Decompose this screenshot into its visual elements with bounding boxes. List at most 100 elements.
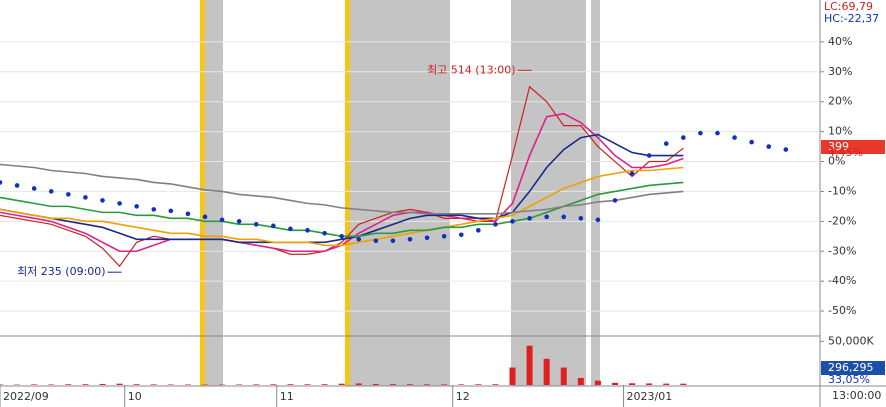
volume-bar: [594, 380, 601, 385]
period-bands: [200, 0, 600, 386]
dot: [407, 236, 413, 242]
volume-bar: [355, 383, 362, 385]
last-price: 399: [828, 140, 849, 153]
dot: [134, 204, 139, 209]
dot: [0, 180, 3, 185]
volume-bar: [629, 383, 636, 385]
volume-ratio: 33,05%: [828, 373, 870, 386]
dot: [390, 238, 396, 244]
volume-bar: [424, 384, 431, 385]
hc-label: HC:-22,37: [824, 12, 879, 25]
dot: [339, 233, 344, 239]
x-tick-label: 2022/09: [3, 390, 49, 403]
dot: [783, 147, 789, 152]
y-tick-label: -10%: [828, 184, 856, 197]
y-tick-label: -40%: [828, 274, 856, 287]
dot: [476, 228, 481, 233]
volume-bar: [612, 382, 618, 385]
volume-label: 296,295: [828, 361, 874, 374]
dot: [288, 226, 293, 232]
shade-band: [205, 0, 223, 386]
shade-band: [511, 0, 586, 386]
shade-band: [350, 0, 450, 386]
last-change: 4,45%: [828, 146, 863, 159]
dot: [253, 222, 259, 227]
volume-bar: [458, 384, 465, 385]
dot: [271, 223, 276, 229]
volume-bar: [0, 384, 3, 385]
y-tick-label: -50%: [828, 304, 856, 317]
dot: [766, 144, 772, 149]
dot: [31, 186, 37, 191]
dot: [441, 233, 447, 239]
x-tick-label: 2023/01: [627, 390, 673, 403]
dot: [732, 135, 737, 140]
volume-bar: [680, 383, 687, 385]
annotation: 최고 514 (13:00): [427, 63, 516, 76]
y-tick-label: 0%: [828, 155, 845, 168]
dot: [356, 236, 362, 242]
price-tag: [821, 140, 885, 154]
volume-bar: [304, 384, 311, 385]
dot: [424, 235, 430, 241]
volume-bar: [65, 384, 72, 385]
y-tick-label: 10%: [828, 125, 852, 138]
y-tick-label: -30%: [828, 244, 856, 257]
volume-tag: [821, 361, 885, 375]
dot: [305, 228, 310, 233]
dot: [544, 214, 549, 220]
volume-bar: [133, 384, 140, 385]
volume-bar: [543, 358, 550, 385]
dot: [510, 219, 515, 224]
dot: [493, 222, 498, 227]
volume-bar: [372, 383, 379, 385]
dot: [202, 214, 208, 220]
dot: [322, 231, 327, 236]
volume-bar: [389, 384, 396, 385]
annotation: 최저 235 (09:00): [17, 265, 106, 278]
dot: [83, 195, 88, 200]
volume-bar: [407, 384, 413, 385]
marker-band: [345, 0, 350, 386]
volume-bar: [287, 384, 294, 385]
dot: [595, 217, 601, 223]
volume-bar: [99, 383, 106, 385]
volume-bar: [184, 384, 191, 385]
y-tick-label: 30%: [828, 65, 852, 78]
series-line: [0, 85, 684, 268]
series-line: [0, 166, 684, 247]
volume-bar: [48, 384, 55, 385]
volume-bar: [577, 378, 584, 385]
lc-label: LC:69,79: [824, 0, 873, 13]
dot: [168, 208, 174, 214]
dot: [66, 192, 71, 197]
volume-bar: [526, 345, 533, 385]
dot: [219, 217, 225, 223]
dot: [48, 189, 54, 194]
dot: [100, 198, 105, 203]
x-tick-label: 11: [280, 390, 294, 403]
dot: [151, 207, 157, 212]
shade-band: [591, 0, 600, 386]
dot: [715, 130, 720, 136]
volume-bar: [492, 384, 499, 385]
volume-bar: [509, 367, 516, 385]
time-label: 13:00:00: [832, 389, 881, 402]
volume-bar: [321, 384, 328, 385]
volume-bar: [167, 384, 174, 385]
dot: [527, 216, 532, 221]
dot: [117, 201, 122, 206]
volume-bar: [663, 383, 670, 385]
volume-bar: [560, 367, 567, 385]
dot: [646, 153, 652, 158]
dot: [561, 214, 567, 220]
dot: [749, 139, 754, 145]
dot: [458, 232, 464, 238]
marker-band: [200, 0, 205, 386]
y-tick-label: -20%: [828, 214, 856, 227]
dot: [14, 183, 20, 188]
volume-bar: [475, 384, 482, 385]
dot: [578, 216, 584, 221]
volume-bar: [646, 383, 653, 385]
